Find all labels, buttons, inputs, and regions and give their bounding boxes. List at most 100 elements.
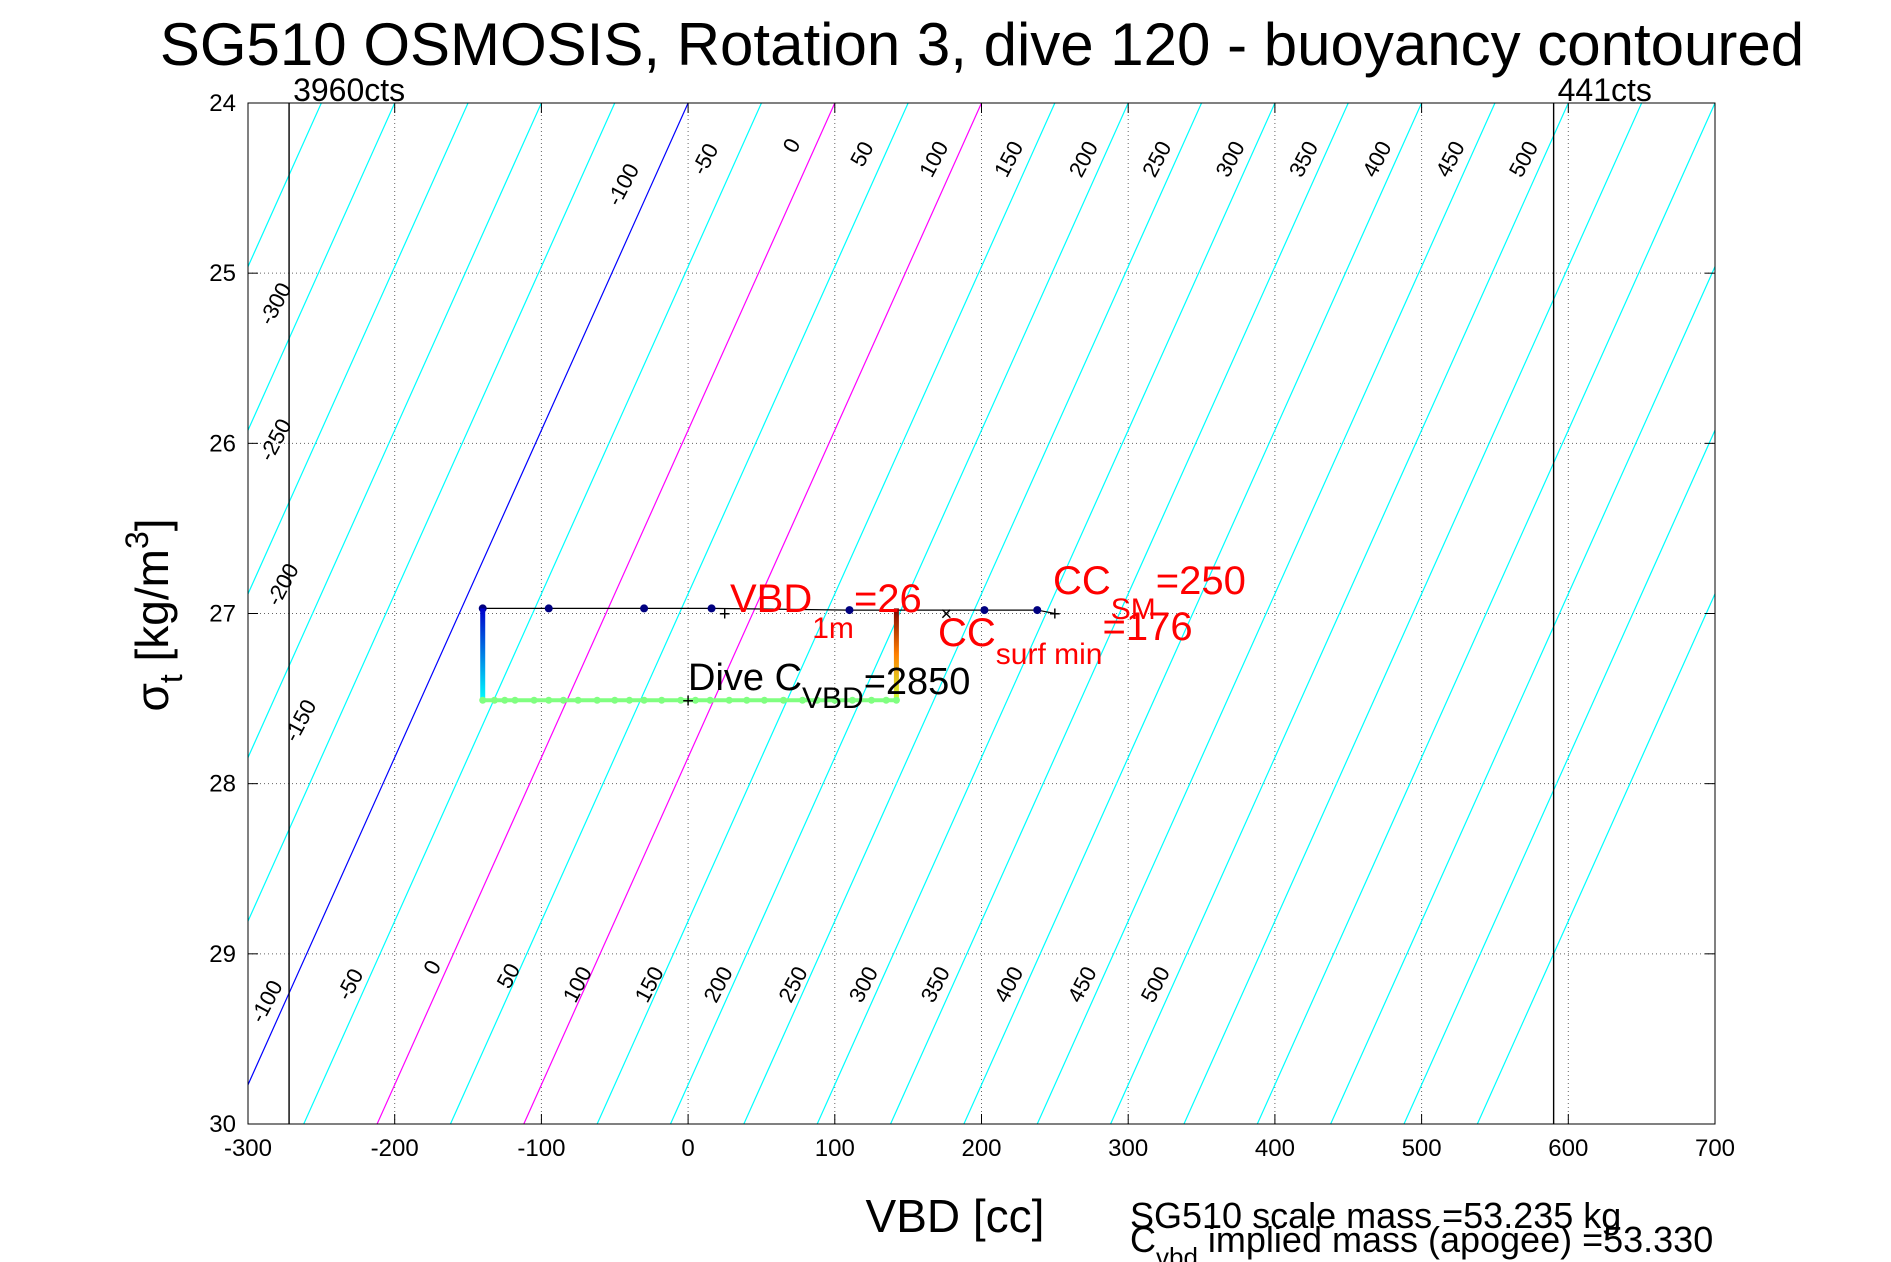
y-label-sup: 3	[119, 531, 155, 549]
contour-line	[743, 103, 1203, 1124]
chart-title: SG510 OSMOSIS, Rotation 3, dive 120 - bu…	[160, 11, 1804, 78]
contour-label: -50	[686, 139, 723, 179]
contour-line	[248, 103, 689, 1087]
contour-line	[1110, 103, 1569, 1124]
annotation-vbd1m: VBD1m=26	[730, 577, 922, 645]
bottom-point	[490, 696, 498, 704]
y-tick-label: 28	[209, 771, 236, 798]
x-tick-label: 0	[681, 1135, 694, 1162]
contour-label: 50	[492, 959, 526, 992]
annotation-cc-sm: CCSM=250	[1053, 559, 1246, 626]
contour-line	[248, 103, 469, 596]
surface-trace-line	[482, 607, 1055, 615]
vbd-limit-lines: 3960cts 441cts	[288, 72, 1652, 1124]
cc-sm-main: CC	[1053, 559, 1111, 603]
contour-label: -50	[331, 964, 368, 1004]
plus-marker: +	[1049, 604, 1061, 626]
contour-label: 150	[630, 962, 669, 1006]
contour-label: 200	[698, 962, 737, 1006]
y-axis-label: σt [kg/m3]	[119, 518, 189, 711]
vbd1m-value: =26	[854, 577, 922, 621]
contour-line	[303, 103, 762, 1124]
surface-trace-point	[544, 604, 553, 613]
y-label-sigma: σ	[126, 683, 178, 711]
y-label-units: [kg/m	[126, 549, 178, 674]
bottom-point	[779, 696, 787, 704]
contour-line	[669, 103, 1129, 1124]
x-tick-label: 300	[1108, 1135, 1148, 1162]
bottom-point	[677, 696, 685, 704]
contour-label: -100	[601, 159, 644, 210]
contour-label: -300	[254, 278, 297, 329]
plus-marker: +	[682, 690, 694, 712]
contour-label: -200	[261, 559, 304, 610]
contour-line	[889, 103, 1349, 1124]
vbd1m-main: VBD	[730, 577, 812, 621]
axis-ticks: -300 -200 -100 0 100 200 300 400 500 600 700242526…	[209, 90, 1735, 1162]
x-tick-label: 700	[1695, 1135, 1735, 1162]
contour-line	[816, 103, 1276, 1124]
bottom-point	[882, 696, 890, 704]
implied-mass-note: Cvbd implied mass (apogee) =53.330	[1130, 1219, 1713, 1262]
vbd1m-sub: 1m	[812, 612, 854, 645]
cc-surf-value: =176	[1102, 605, 1192, 649]
bottom-point	[574, 696, 582, 704]
svg-text:σt [kg/m3]: σt [kg/m3]	[119, 518, 189, 711]
contour-label: 0	[778, 134, 806, 157]
dive-cvbd-value: =2850	[864, 661, 971, 703]
contour-line	[523, 103, 983, 1124]
bottom-point	[511, 696, 519, 704]
x-tick-label: -200	[371, 1135, 419, 1162]
x-tick-label: 400	[1255, 1135, 1295, 1162]
contour-label: 250	[1137, 137, 1176, 181]
y-tick-label: 29	[209, 941, 236, 968]
x-axis-label: VBD [cc]	[866, 1190, 1045, 1242]
bottom-point	[725, 696, 733, 704]
implied-main: C	[1130, 1219, 1156, 1260]
contour-line	[1183, 103, 1643, 1124]
bottom-point	[813, 696, 821, 704]
implied-rest: implied mass (apogee) =53.330	[1198, 1219, 1713, 1260]
bottom-point	[545, 696, 553, 704]
contour-line	[376, 103, 836, 1124]
contour-line	[1256, 103, 1715, 1124]
y-tick-label: 30	[209, 1111, 236, 1138]
surface-trace-point	[845, 606, 854, 615]
dive-cvbd-main: Dive C	[688, 657, 802, 699]
contour-label: 400	[1357, 137, 1396, 181]
contour-line	[248, 103, 542, 759]
contour-label: 300	[844, 962, 883, 1006]
contour-label: 300	[1210, 137, 1249, 181]
bottom-point	[831, 696, 839, 704]
x-tick-label: 500	[1402, 1135, 1442, 1162]
contour-label: 100	[558, 962, 597, 1006]
bottom-point	[799, 696, 807, 704]
bottom-point	[743, 696, 751, 704]
bottom-point	[530, 696, 538, 704]
surface-trace-point	[1033, 606, 1042, 615]
implied-sub: vbd	[1156, 1242, 1198, 1262]
surface-trace-point	[707, 604, 716, 613]
contour-line	[449, 103, 909, 1124]
vbd-limit-label: 441cts	[1558, 72, 1652, 108]
buoyancy-contours	[248, 103, 1715, 1124]
bottom-point	[593, 696, 601, 704]
bottom-point	[625, 696, 633, 704]
contour-label: 100	[914, 137, 953, 181]
contour-label: 500	[1504, 137, 1543, 181]
x-marker: ×	[940, 604, 952, 626]
surface-trace-point	[640, 604, 649, 613]
y-tick-label: 24	[209, 90, 236, 117]
annotation-dive-cvbd: Dive CVBD=2850	[688, 657, 970, 715]
bottom-point	[479, 696, 487, 704]
grid-lines	[248, 103, 1715, 1124]
bottom-point	[867, 696, 875, 704]
contour-label: -150	[279, 695, 322, 746]
y-tick-label: 25	[209, 260, 236, 287]
vbd-limit-label: 3960cts	[293, 72, 405, 108]
cc-sm-sub: SM	[1111, 593, 1156, 626]
contour-label: 250	[773, 962, 812, 1006]
bottom-point	[658, 696, 666, 704]
scale-mass-note: SG510 scale mass =53.235 kg	[1130, 1195, 1621, 1236]
